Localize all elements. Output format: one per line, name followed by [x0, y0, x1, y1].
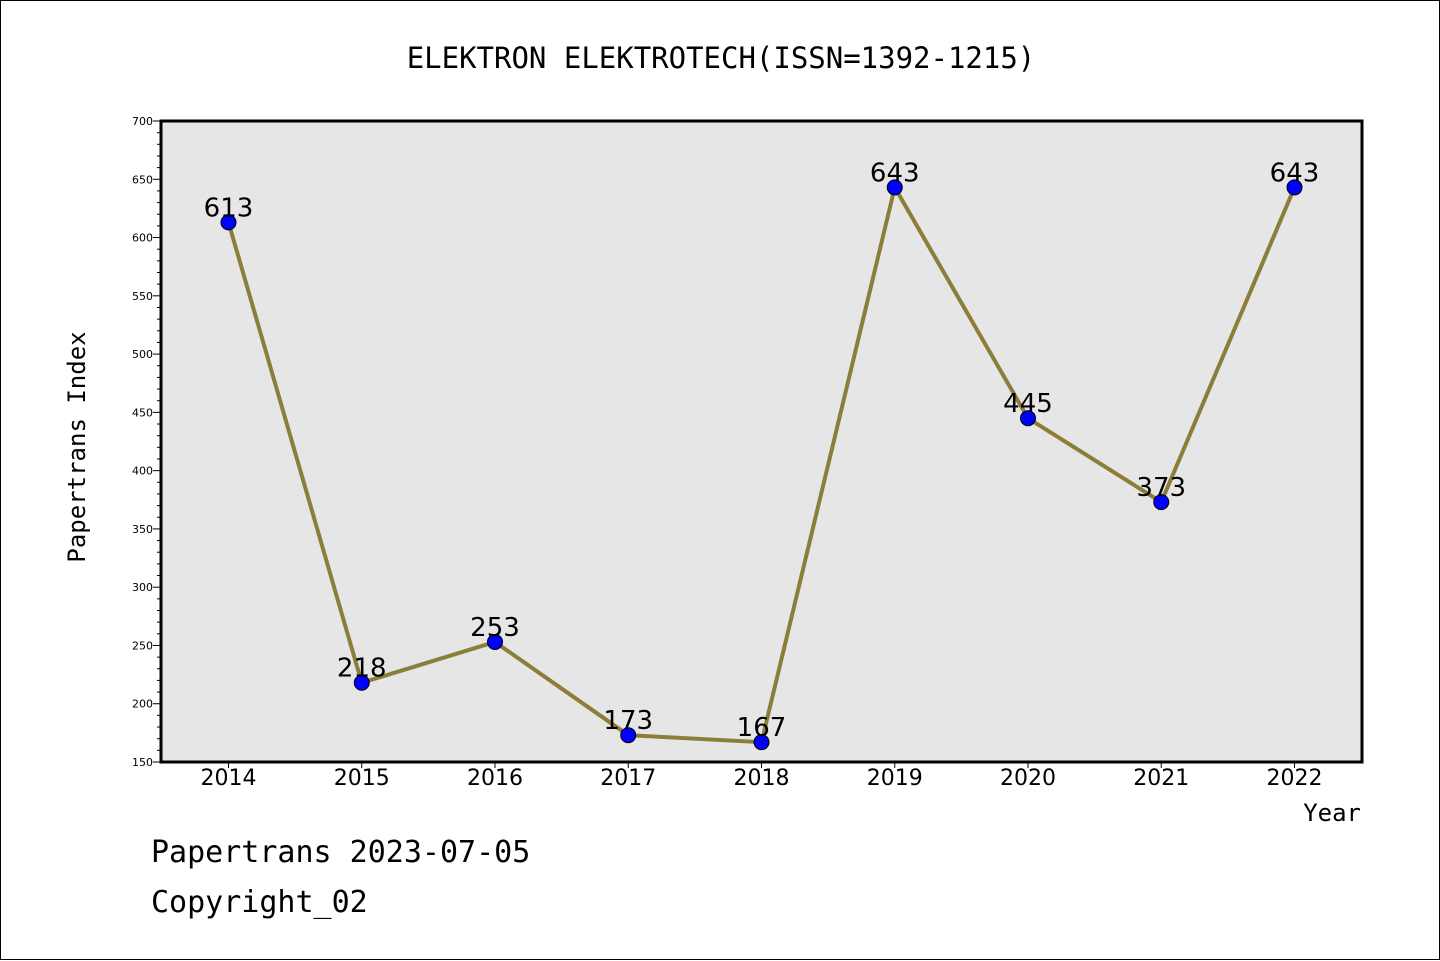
y-axis-title: Papertrans Index	[63, 331, 91, 562]
y-tick-label: 450	[132, 406, 153, 419]
x-tick-label: 2015	[334, 766, 390, 791]
data-label: 253	[470, 613, 520, 643]
y-tick-label: 500	[132, 348, 153, 361]
chart-title: ELEKTRON ELEKTROTECH(ISSN=1392-1215)	[407, 41, 1036, 75]
y-tick-label: 400	[132, 465, 153, 478]
data-label: 445	[1003, 389, 1053, 419]
x-tick-label: 2022	[1267, 766, 1323, 791]
data-labels: 613 218 253 173 167 643 445 373 643	[204, 158, 1320, 743]
y-tick-label: 250	[132, 639, 153, 652]
y-tick-label: 350	[132, 523, 153, 536]
x-axis: 2014 2015 2016 2017 2018 2019 2020 2021 2022	[201, 762, 1323, 791]
data-label: 643	[1270, 158, 1320, 188]
y-tick-label: 700	[132, 115, 153, 128]
data-point	[1286, 179, 1303, 196]
data-label: 218	[337, 654, 387, 684]
data-point	[353, 674, 370, 691]
footer-date: Papertrans 2023-07-05	[151, 835, 531, 870]
y-tick-label: 200	[132, 698, 153, 711]
y-tick-label: 650	[132, 173, 153, 186]
y-tick-label: 150	[132, 756, 153, 769]
y-tick-label: 300	[132, 581, 153, 594]
plot-area	[159, 119, 1364, 764]
x-tick-label: 2016	[467, 766, 523, 791]
data-points	[220, 179, 1303, 751]
x-tick-label: 2017	[600, 766, 656, 791]
x-tick-label: 2019	[867, 766, 923, 791]
y-tick-label: 550	[132, 290, 153, 303]
data-label: 373	[1136, 473, 1186, 503]
data-point	[620, 727, 637, 744]
data-point	[886, 179, 903, 196]
data-point	[1020, 410, 1036, 427]
x-tick-label: 2020	[1000, 766, 1056, 791]
data-point	[1153, 494, 1170, 511]
footer-copyright: Copyright_02	[151, 885, 368, 920]
x-tick-label: 2018	[734, 766, 790, 791]
data-point	[220, 214, 237, 231]
y-tick-label: 600	[132, 232, 153, 245]
x-tick-label: 2014	[201, 766, 257, 791]
data-label: 167	[737, 713, 787, 743]
x-tick-label: 2021	[1133, 766, 1189, 791]
y-axis: 150 200 250 300 350 400 450 500 550 600 650 700	[132, 115, 161, 769]
data-label: 643	[870, 158, 920, 188]
data-point	[753, 734, 770, 751]
data-label: 173	[603, 706, 653, 736]
data-label: 613	[204, 193, 254, 223]
data-point	[487, 633, 503, 650]
x-axis-title: Year	[1303, 799, 1361, 827]
